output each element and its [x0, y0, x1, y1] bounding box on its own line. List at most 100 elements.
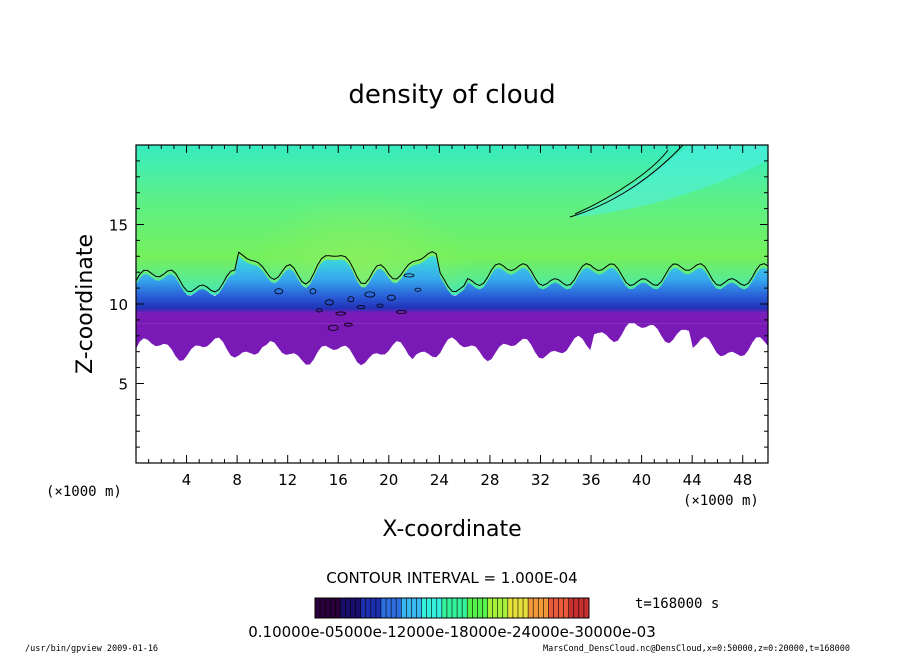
contour-blob	[396, 309, 407, 314]
colorbar-segment	[406, 598, 412, 618]
chart-title: density of cloud	[348, 80, 555, 110]
colorbar	[314, 598, 590, 618]
colorbar-segment	[578, 598, 585, 618]
y-axis: 5 10 15	[109, 160, 768, 448]
footer-left: /usr/bin/gpview 2009-01-16	[25, 644, 158, 654]
colorbar-segment	[497, 598, 504, 618]
x-tick-label: 24	[430, 471, 449, 489]
x-unit-right: (×1000 m)	[683, 493, 759, 509]
x-tick-label: 20	[379, 471, 398, 489]
footer-right: MarsCond_DensCloud.nc@DensCloud,x=0:5000…	[543, 644, 850, 654]
colorbar-segment	[416, 598, 422, 618]
x-axis: 4 8 12 16 20 24 28 32 36 40 44 48	[148, 145, 756, 489]
colorbar-segment	[502, 598, 509, 618]
cyan-streak	[575, 145, 768, 217]
colorbar-segment	[426, 598, 433, 618]
colorbar-segment	[335, 598, 341, 618]
colorbar-segment	[563, 598, 570, 618]
contour-interval: CONTOUR INTERVAL = 1.000E-04	[326, 569, 577, 587]
x-tick-label: 16	[329, 471, 348, 489]
x-tick-label: 48	[733, 471, 752, 489]
colorbar-segment	[573, 598, 580, 618]
colorbar-segment	[467, 598, 473, 618]
contour-blob	[386, 294, 396, 301]
y-tick-label: 10	[109, 296, 128, 314]
colorbar-segment	[391, 598, 397, 618]
colorbar-segment	[441, 598, 448, 618]
colorbar-segment	[512, 598, 519, 618]
contour-blob	[309, 288, 317, 295]
colorbar-segment	[355, 598, 361, 618]
x-tick-label: 28	[480, 471, 499, 489]
contour-blob	[414, 287, 422, 292]
colorbar-segment	[365, 598, 372, 618]
x-tick-label: 4	[182, 471, 192, 489]
contour-blob	[315, 308, 323, 313]
colorbar-segment	[538, 598, 544, 618]
colorbar-segment	[350, 598, 356, 618]
colorbar-segment	[340, 598, 346, 618]
colorbar-segment	[325, 598, 331, 618]
contour-blob	[274, 288, 284, 295]
contour-blob	[324, 299, 334, 306]
colorbar-segment	[315, 598, 321, 618]
colorbar-segment	[523, 598, 529, 618]
colorbar-segment	[568, 598, 575, 618]
heatmap-field	[136, 145, 768, 463]
x-axis-label: X-coordinate	[382, 517, 521, 542]
contour-upper-2	[574, 149, 669, 215]
colorbar-segment	[583, 598, 590, 618]
contour-upper	[569, 145, 684, 218]
colorbar-segment	[360, 598, 367, 618]
colorbar-segment	[446, 598, 453, 618]
x-tick-label: 36	[581, 471, 600, 489]
y-tick-label: 5	[118, 376, 128, 394]
colorbar-segment	[452, 598, 458, 618]
contour-blob	[364, 291, 376, 298]
colorbar-segment	[553, 598, 559, 618]
colorbar-segment	[528, 598, 534, 618]
contour-blob	[376, 303, 384, 308]
time-label: t=168000 s	[635, 596, 719, 612]
x-tick-label: 44	[683, 471, 702, 489]
x-tick-label: 8	[232, 471, 242, 489]
colorbar-segment	[386, 598, 392, 618]
cloud-band	[136, 255, 768, 324]
colorbar-segment	[345, 598, 351, 618]
contour-blob	[335, 311, 347, 316]
colorbar-segment	[411, 598, 417, 618]
colorbar-segment	[477, 598, 483, 618]
colorbar-segment	[487, 598, 493, 618]
cloud-core-contours	[274, 273, 422, 331]
colorbar-segment	[543, 598, 549, 618]
contour-blob	[343, 322, 353, 327]
colorbar-segment	[401, 598, 407, 618]
colorbar-segment	[472, 598, 478, 618]
colorbar-segment	[396, 598, 402, 618]
contour-blob	[327, 324, 339, 331]
colorbar-segment	[320, 598, 326, 618]
x-tick-label: 40	[632, 471, 651, 489]
colorbar-segment	[548, 598, 554, 618]
y-axis-label: Z-coordinate	[73, 234, 98, 374]
x-tick-label: 12	[278, 471, 297, 489]
colorbar-labels: 0.10000e-05000e-12000e-18000e-24000e-300…	[248, 623, 656, 641]
colorbar-frame	[314, 597, 590, 619]
colorbar-segment	[533, 598, 539, 618]
colorbar-segment	[462, 598, 468, 618]
contour-blob	[403, 273, 415, 278]
colorbar-segment	[482, 598, 488, 618]
colorbar-segment	[421, 598, 427, 618]
colorbar-segment	[517, 598, 524, 618]
x-unit-left: (×1000 m)	[46, 484, 122, 500]
colorbar-segment	[330, 598, 336, 618]
colorbar-segment	[431, 598, 438, 618]
colorbar-segment	[375, 598, 382, 618]
colorbar-segment	[370, 598, 377, 618]
colorbar-segment	[507, 598, 514, 618]
x-tick-label: 32	[531, 471, 550, 489]
y-tick-label: 15	[109, 217, 128, 235]
colorbar-segment	[558, 598, 564, 618]
contour-blob	[356, 305, 366, 310]
